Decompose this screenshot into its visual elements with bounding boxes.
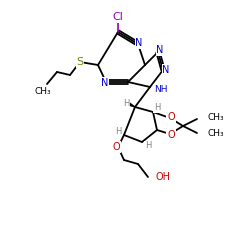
Text: H: H (115, 128, 121, 136)
Text: CH₃: CH₃ (207, 128, 224, 138)
Text: N: N (156, 45, 164, 55)
Text: OH: OH (156, 172, 171, 182)
Text: N: N (162, 65, 170, 75)
Text: O: O (167, 130, 175, 140)
Text: NH: NH (154, 84, 168, 94)
Polygon shape (126, 102, 135, 107)
Text: H: H (145, 142, 151, 150)
Text: S: S (76, 57, 84, 67)
Text: Cl: Cl (112, 12, 124, 22)
Text: N: N (135, 38, 143, 48)
Text: CH₃: CH₃ (35, 86, 51, 96)
Text: N: N (101, 78, 109, 88)
Text: O: O (112, 142, 120, 152)
Text: CH₃: CH₃ (207, 112, 224, 122)
Text: H: H (123, 100, 129, 108)
Text: H: H (154, 104, 160, 112)
Text: O: O (167, 112, 175, 122)
